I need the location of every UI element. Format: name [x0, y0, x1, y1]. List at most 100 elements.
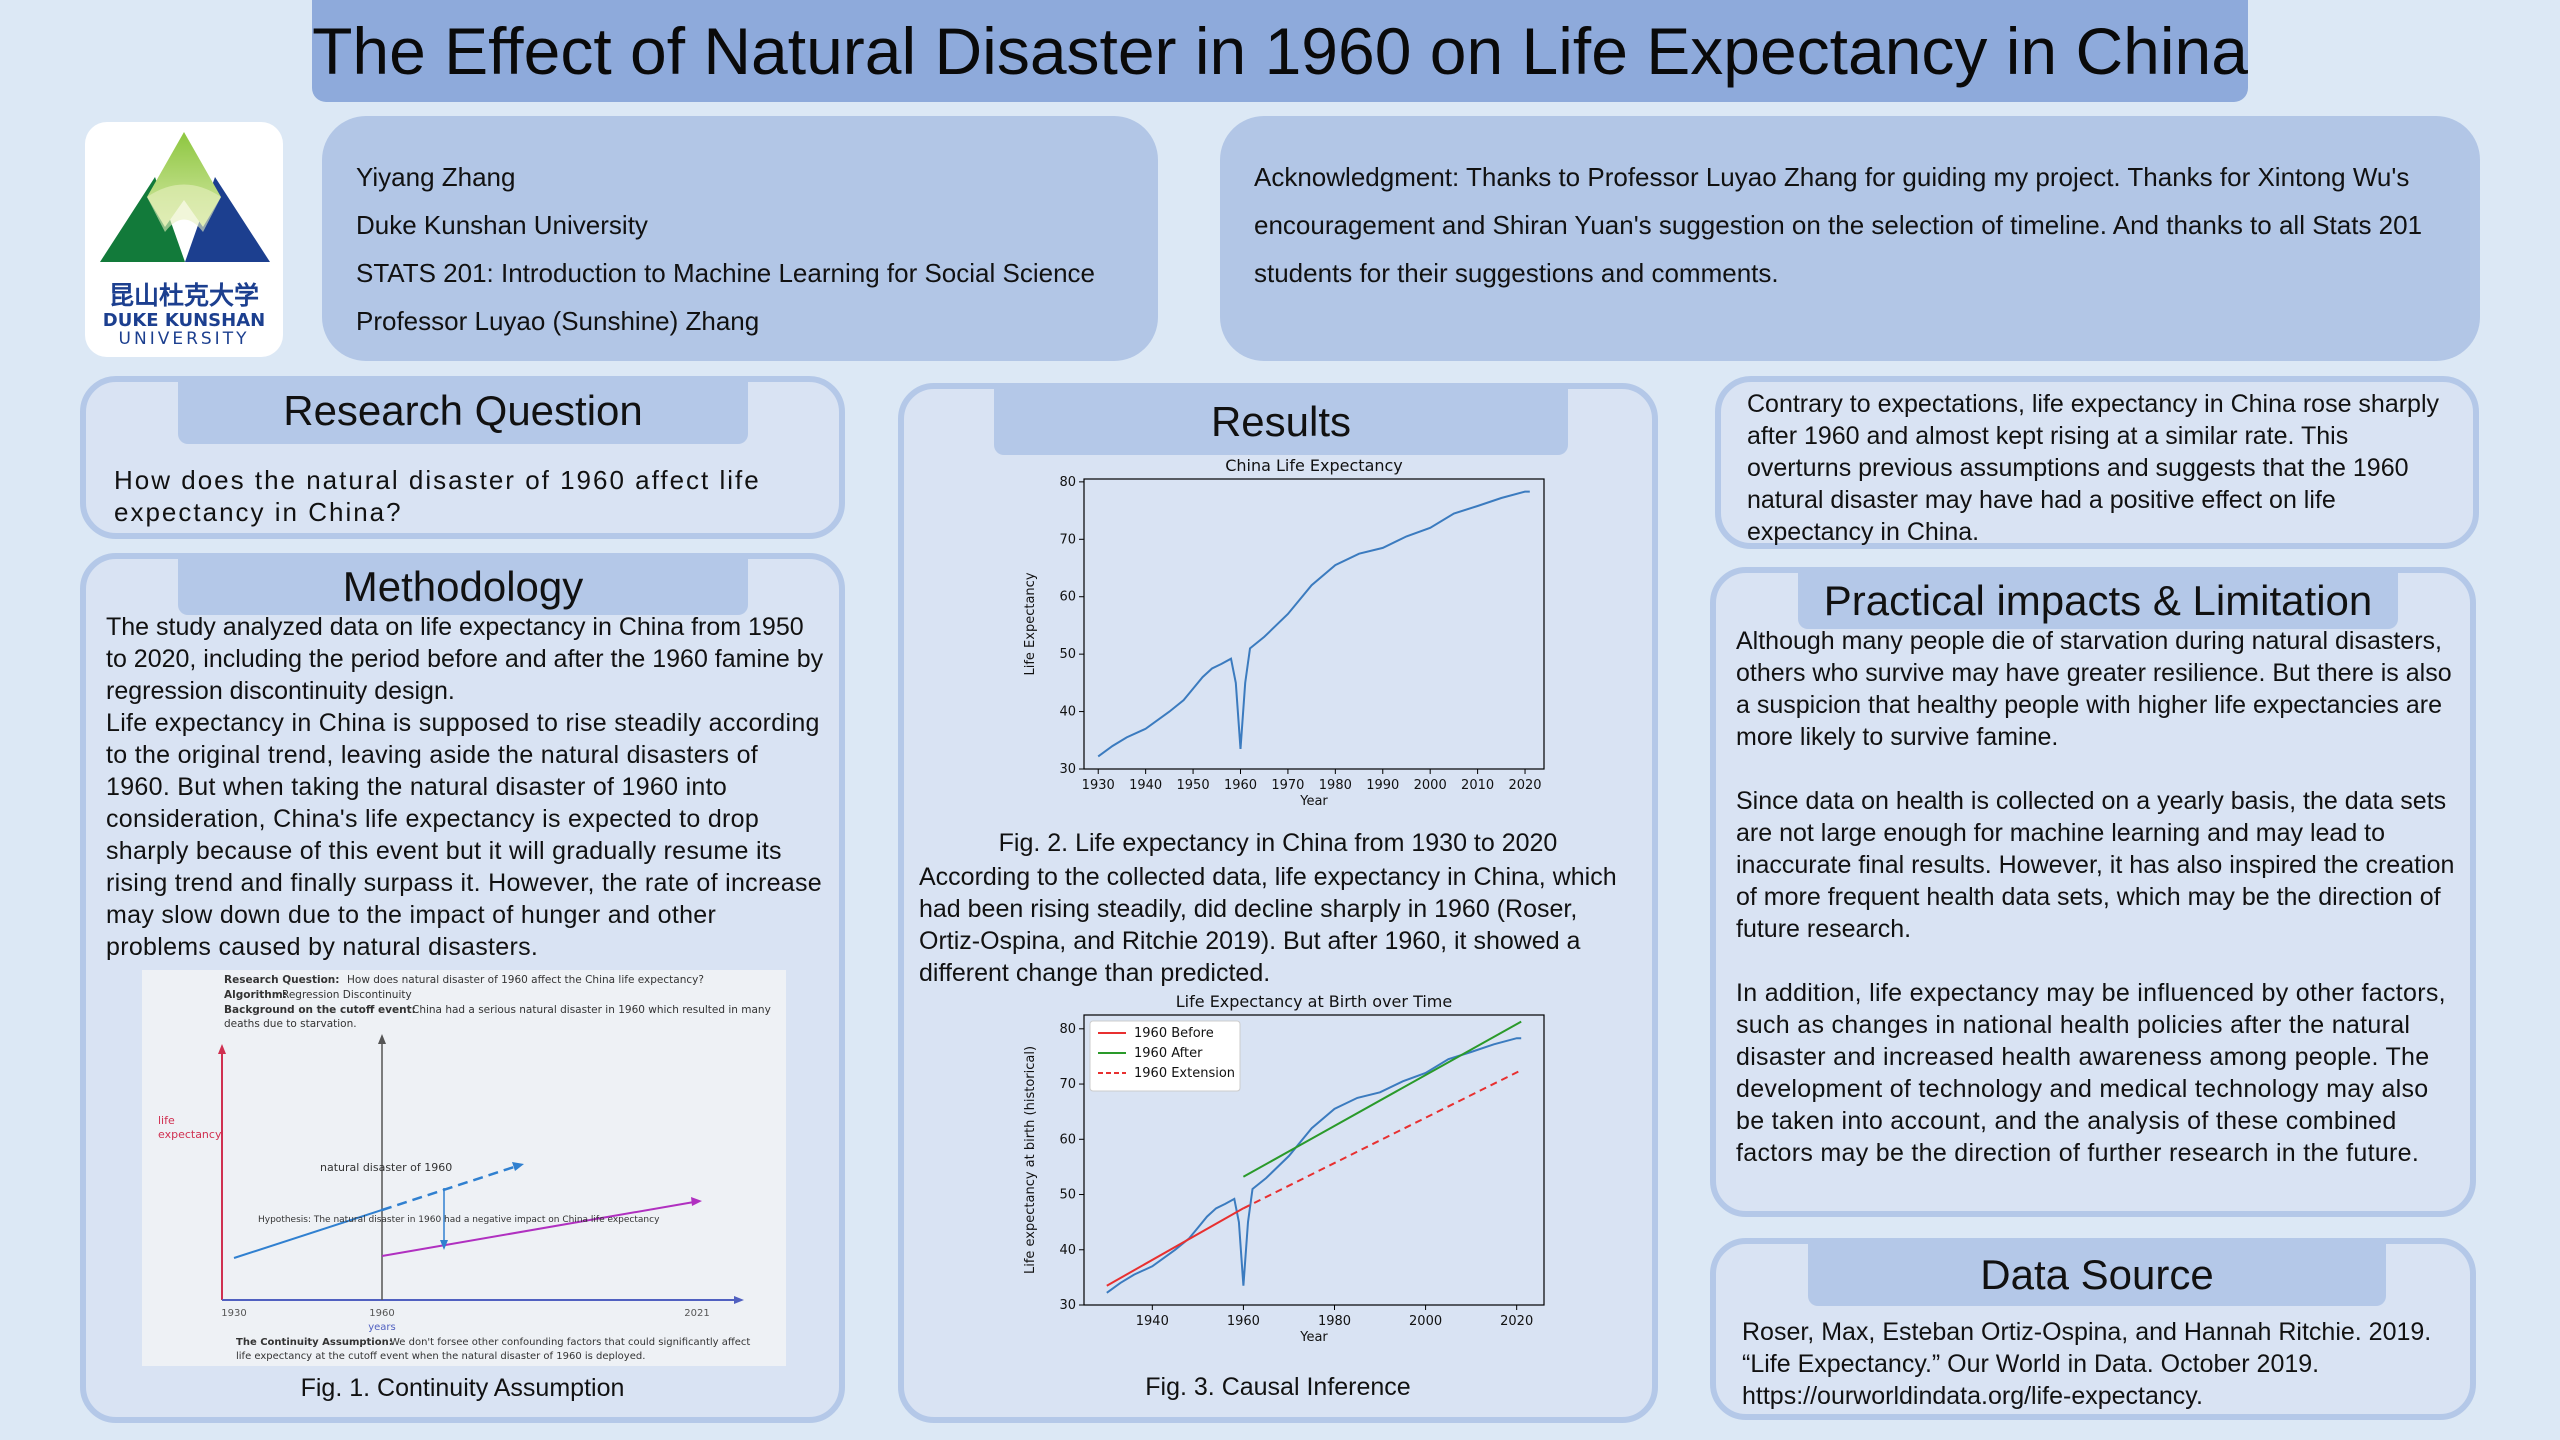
diagram-ylabel-2: expectancy	[158, 1128, 222, 1141]
chart-title: Life Expectancy at Birth over Time	[1176, 995, 1452, 1011]
diagram-algo: Regression Discontinuity	[282, 989, 412, 1001]
x-tick-label: 2000	[1409, 1314, 1442, 1329]
logo-line2: UNIVERSITY	[119, 329, 250, 349]
diagram-ylabel-1: life	[158, 1114, 175, 1127]
x-axis-label: Year	[1299, 794, 1328, 809]
logo-chinese: 昆山杜克大学	[109, 281, 259, 310]
y-tick-label: 70	[1059, 1077, 1076, 1092]
diagram-extension-line	[381, 1165, 515, 1212]
diagram-bg-label: Background on the cutoff event:	[224, 1004, 416, 1016]
legend-box	[1089, 1020, 1241, 1092]
diagram-xlabel: years	[368, 1322, 396, 1333]
series-line-data	[1097, 490, 1530, 758]
fig3-caption: Fig. 3. Causal Inference	[1145, 1373, 1411, 1401]
series-line-1960-extension	[1242, 1069, 1522, 1210]
continuity-diagram: Research Question: How does natural disa…	[142, 970, 786, 1366]
methodology-paragraph-2: Life expectancy in China is supposed to …	[106, 709, 822, 961]
methodology-paragraph-1: The study analyzed data on life expectan…	[106, 613, 824, 705]
diagram-xtick-2: 1960	[369, 1308, 394, 1319]
author-box: Yiyang Zhang Duke Kunshan University STA…	[322, 116, 1158, 361]
x-tick-label: 1960	[1224, 778, 1257, 793]
causal-inference-chart: Life Expectancy at Birth over Time 30 40 50…	[1023, 995, 1545, 1345]
x-tick-label: 1950	[1177, 778, 1210, 793]
acknowledgment-box: Acknowledgment: Thanks to Professor Luya…	[1220, 116, 2480, 361]
y-axis-label: Life Expectancy	[1023, 572, 1038, 675]
plot-frame	[1083, 478, 1545, 770]
legend-label: 1960 After	[1134, 1046, 1203, 1061]
legend-label: 1960 Extension	[1134, 1066, 1235, 1081]
series-line-1960-after	[1242, 1020, 1522, 1178]
practical-paragraph-2: Since data on health is collected on a y…	[1736, 787, 2455, 943]
y-axis-label: Life expectancy at birth (historical)	[1023, 1046, 1038, 1274]
diagram-rq-label: Research Question:	[224, 974, 339, 986]
x-tick-label: 1990	[1366, 778, 1399, 793]
x-tick-label: 1940	[1136, 1314, 1169, 1329]
data-source-heading: Data Source	[1808, 1244, 2386, 1306]
fig2-caption: Fig. 2. Life expectancy in China from 19…	[998, 829, 1558, 857]
x-tick-label: 2020	[1508, 778, 1541, 793]
acknowledgment-text: Acknowledgment: Thanks to Professor Luya…	[1254, 162, 2423, 288]
x-tick-label: 1970	[1271, 778, 1304, 793]
y-tick-label: 30	[1059, 1298, 1076, 1313]
conclusion-panel: Contrary to expectations, life expectanc…	[1715, 376, 2479, 549]
x-tick-label: 1940	[1129, 778, 1162, 793]
data-source-text: Roser, Max, Esteban Ortiz-Ospina, and Ha…	[1742, 1318, 2432, 1410]
y-tick-label: 80	[1059, 1022, 1076, 1037]
university-logo: 昆山杜克大学 DUKE KUNSHAN UNIVERSITY	[85, 122, 283, 357]
author-professor: Professor Luyao (Sunshine) Zhang	[356, 306, 760, 336]
x-tick-label: 1960	[1227, 1314, 1260, 1329]
chart-title: China Life Expectancy	[1225, 459, 1403, 475]
research-question-text: How does the natural disaster of 1960 af…	[114, 465, 761, 527]
page-title: The Effect of Natural Disaster in 1960 o…	[312, 14, 2248, 88]
practical-paragraph-3: In addition, life expectancy may be infl…	[1736, 979, 2446, 1167]
diagram-bg2: deaths due to starvation.	[224, 1018, 357, 1030]
y-tick-label: 60	[1059, 590, 1076, 605]
practical-panel: Practical impacts & Limitation Although …	[1710, 567, 2476, 1217]
diagram-event-label: natural disaster of 1960	[320, 1161, 452, 1174]
methodology-heading: Methodology	[178, 559, 748, 615]
research-question-heading: Research Question	[178, 382, 748, 444]
y-tick-label: 80	[1059, 475, 1076, 490]
data-source-panel: Data Source Roser, Max, Esteban Ortiz-Os…	[1710, 1238, 2476, 1420]
y-tick-label: 50	[1059, 1188, 1076, 1203]
x-tick-label: 2020	[1500, 1314, 1533, 1329]
diagram-after-line	[381, 1201, 695, 1257]
x-tick-label: 2010	[1461, 778, 1494, 793]
x-tick-label: 1980	[1319, 778, 1352, 793]
diagram-xtick-1: 1930	[221, 1308, 246, 1319]
methodology-panel: Methodology The study analyzed data on l…	[80, 553, 845, 1423]
y-tick-label: 40	[1059, 1243, 1076, 1258]
x-tick-label: 1930	[1082, 778, 1115, 793]
x-tick-label: 2000	[1414, 778, 1447, 793]
diagram-xtick-3: 2021	[684, 1308, 709, 1319]
diagram-bg: China had a serious natural disaster in …	[412, 1004, 771, 1016]
author-course: STATS 201: Introduction to Machine Learn…	[356, 258, 1095, 288]
practical-heading: Practical impacts & Limitation	[1798, 573, 2398, 629]
research-question-panel: Research Question How does the natural d…	[80, 376, 845, 539]
results-text: According to the collected data, life ex…	[919, 863, 1617, 987]
plot-frame	[1083, 1014, 1545, 1306]
diagram-cont2: life expectancy at the cutoff event when…	[236, 1351, 645, 1362]
author-school: Duke Kunshan University	[356, 210, 648, 240]
diagram-cont: We don't forsee other confounding factor…	[390, 1337, 750, 1348]
title-bar: The Effect of Natural Disaster in 1960 o…	[312, 0, 2248, 102]
fig1-caption: Fig. 1. Continuity Assumption	[300, 1374, 625, 1402]
legend-label: 1960 Before	[1134, 1026, 1214, 1041]
logo-line1: DUKE KUNSHAN	[103, 310, 265, 331]
diagram-before-line	[233, 1209, 383, 1259]
y-tick-label: 40	[1059, 705, 1076, 720]
x-tick-label: 1980	[1318, 1314, 1351, 1329]
y-tick-label: 70	[1059, 532, 1076, 547]
conclusion-text: Contrary to expectations, life expectanc…	[1747, 390, 2440, 546]
life-expectancy-chart: China Life Expectancy 30 40 50 60 70 80 1930 194…	[1023, 459, 1545, 809]
results-panel: Results China Life Expectancy 30 40 50 60 70 8…	[898, 383, 1658, 1423]
x-axis-label: Year	[1299, 1330, 1328, 1345]
diagram-rq: How does natural disaster of 1960 affect…	[347, 974, 704, 986]
author-name: Yiyang Zhang	[356, 162, 516, 192]
results-heading: Results	[994, 389, 1568, 455]
diagram-hypothesis: Hypothesis: The natural disaster in 1960…	[258, 1215, 660, 1225]
logo-mark-icon: 昆山杜克大学 DUKE KUNSHAN UNIVERSITY	[100, 132, 270, 349]
diagram-cont-label: The Continuity Assumption:	[236, 1337, 393, 1348]
series-line-1960-before	[1106, 1207, 1244, 1287]
y-tick-label: 60	[1059, 1132, 1076, 1147]
